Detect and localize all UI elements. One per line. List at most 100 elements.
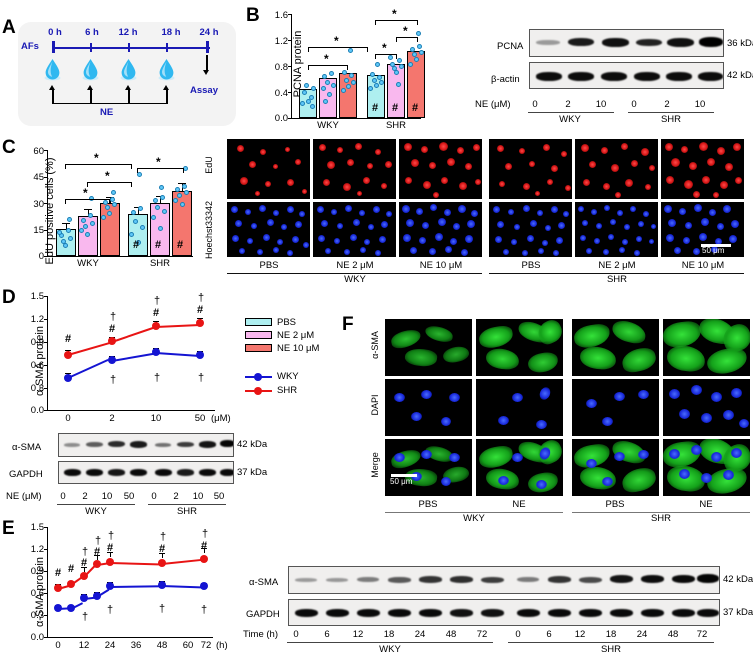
panel-e-dagger-w6: †	[201, 604, 208, 616]
panel-d-hash-3: #	[197, 304, 204, 316]
ne-arrow-head-0	[49, 85, 55, 90]
point-shr-d-2	[152, 321, 160, 330]
panel-c-hash-3: #	[177, 239, 184, 251]
blot-b-dose-4: 2	[664, 99, 670, 110]
blot-d-dose-0: 0	[60, 491, 66, 502]
blot-d-row-gapdh: GAPDH	[9, 469, 43, 480]
panel-c-ytick-0: 0	[38, 251, 44, 262]
blot-e-row-gapdh: GAPDH	[246, 609, 280, 620]
micrograph-merge-wky-pbs: 50 μm	[385, 439, 472, 496]
panel-c-ytick-1: 15	[33, 225, 44, 236]
micrograph-edu-shr-ne2	[575, 139, 658, 199]
panel-d-hash-2: #	[153, 307, 160, 319]
blot-d-dose-label: NE (μM)	[6, 491, 42, 502]
panel-d-xtick-2: 10	[150, 413, 162, 424]
panel-c-col-0: PBS	[259, 260, 279, 271]
blot-e-time-7: 0	[515, 629, 521, 640]
panel-d-hash-0: #	[65, 333, 72, 345]
point-wky-e-4	[106, 581, 114, 590]
panel-e-dagger-w4: †	[107, 604, 114, 616]
water-drop-icon	[82, 58, 99, 81]
point-wky-d-0	[64, 374, 72, 383]
panel-f-row-dapi: DAPI	[370, 394, 380, 416]
panel-d-ytick-1: 0.3	[30, 383, 44, 394]
panel-e-xtick-1: 12	[78, 640, 90, 651]
blot-e-gapdh-box	[288, 599, 720, 626]
panel-c-star-2: *	[105, 169, 110, 183]
timepoint-label-0h: 0 h	[48, 27, 62, 38]
panel-b-y-axis	[291, 14, 293, 119]
panel-d-hash-1: #	[109, 323, 116, 335]
timeline-axis	[52, 47, 210, 49]
micrograph-hoechst-shr-ne2	[575, 202, 658, 257]
panel-b-x-axis	[291, 118, 421, 120]
ne-arrow-shaft-2	[128, 90, 130, 104]
micrograph-sma-shr-ne	[663, 319, 750, 376]
panel-c-row-hoechst: Hoechst33342	[204, 200, 214, 260]
blot-e-time-12: 48	[667, 629, 679, 640]
panel-b-hash-3: #	[412, 102, 419, 114]
blot-b-group-shr: SHR	[660, 114, 682, 125]
panel-b-group-shr: SHR	[385, 120, 407, 131]
panel-e-dagger-w2: †	[82, 611, 89, 623]
blot-e-sma-box	[288, 566, 720, 594]
point-shr-e-1	[67, 580, 75, 589]
point-shr-e-5	[158, 559, 166, 568]
micrograph-merge-wky-ne	[476, 439, 563, 496]
bar-shr-ne2	[387, 64, 405, 118]
panel-f-row-sma: α-SMA	[370, 331, 380, 359]
ne-arrow-shaft-3	[166, 90, 168, 104]
panel-d-ytick-5: 1.5	[30, 291, 44, 302]
micrograph-merge-shr-pbs	[572, 439, 659, 496]
blot-e-time-4: 24	[414, 629, 426, 640]
panel-b-star-3: *	[382, 41, 387, 55]
ne-connector-line	[52, 103, 168, 105]
panel-letter-f: F	[342, 314, 354, 335]
panel-letter-e: E	[2, 518, 15, 539]
legend-swatch-ne10	[245, 344, 272, 352]
panel-d-x-axis	[47, 410, 215, 412]
micrograph-edu-shr-pbs	[489, 139, 572, 199]
water-drop-icon	[120, 58, 137, 81]
legend-point-shr	[254, 387, 262, 395]
point-shr-d-0	[64, 350, 72, 359]
panel-f-col-0: PBS	[418, 499, 438, 510]
blot-e-group-wky: WKY	[379, 644, 401, 655]
panel-d-xtick-0: 0	[65, 413, 71, 424]
panel-b-star-1: *	[324, 52, 329, 66]
blot-e-time-11: 24	[636, 629, 648, 640]
micrograph-hoechst-wky-ne10	[399, 202, 482, 257]
micrograph-dapi-wky-pbs	[385, 379, 472, 436]
panel-b-ytick-2: 0.8	[274, 62, 288, 73]
panel-e-hash-6: #	[201, 540, 208, 552]
panel-e-xtick-3: 36	[130, 640, 142, 651]
afs-label: AFs	[21, 41, 39, 52]
panel-e-hash-2: #	[81, 557, 88, 569]
blot-d-group-wky: WKY	[85, 506, 107, 517]
panel-c-row-edu: EdU	[204, 156, 214, 174]
assay-label: Assay	[190, 85, 218, 96]
blot-b-actin-box	[529, 62, 724, 89]
timeline-marker-4	[206, 41, 209, 53]
blot-d-kda-gapdh: 37 kDa	[237, 467, 268, 478]
blot-e-time-9: 12	[574, 629, 586, 640]
panel-b-hash-2: #	[392, 102, 399, 114]
panel-c-x-axis	[47, 256, 193, 258]
micrograph-dapi-shr-pbs	[572, 379, 659, 436]
point-shr-e-3	[93, 559, 101, 568]
timepoint-label-18h: 18 h	[161, 27, 181, 38]
panel-f-group-shr: SHR	[650, 513, 672, 524]
panel-d-dagger-1: †	[110, 311, 117, 323]
panel-e-hash-5: #	[159, 543, 166, 555]
blot-d-dose-3: 50	[123, 491, 135, 502]
panel-letter-c: C	[2, 137, 16, 158]
blot-d-dose-6: 10	[192, 491, 204, 502]
micrograph-hoechst-wky-pbs	[227, 202, 310, 257]
panel-e-dagger-5: †	[160, 531, 167, 543]
panel-d-ytick-0: 0.0	[30, 405, 44, 416]
legend-swatch-pbs	[245, 318, 272, 326]
ne-label: NE	[100, 107, 114, 118]
panel-c-sigbar-1	[65, 199, 110, 204]
point-shr-e-0	[54, 583, 62, 592]
panel-e-ytick-0: 0.0	[30, 632, 44, 643]
